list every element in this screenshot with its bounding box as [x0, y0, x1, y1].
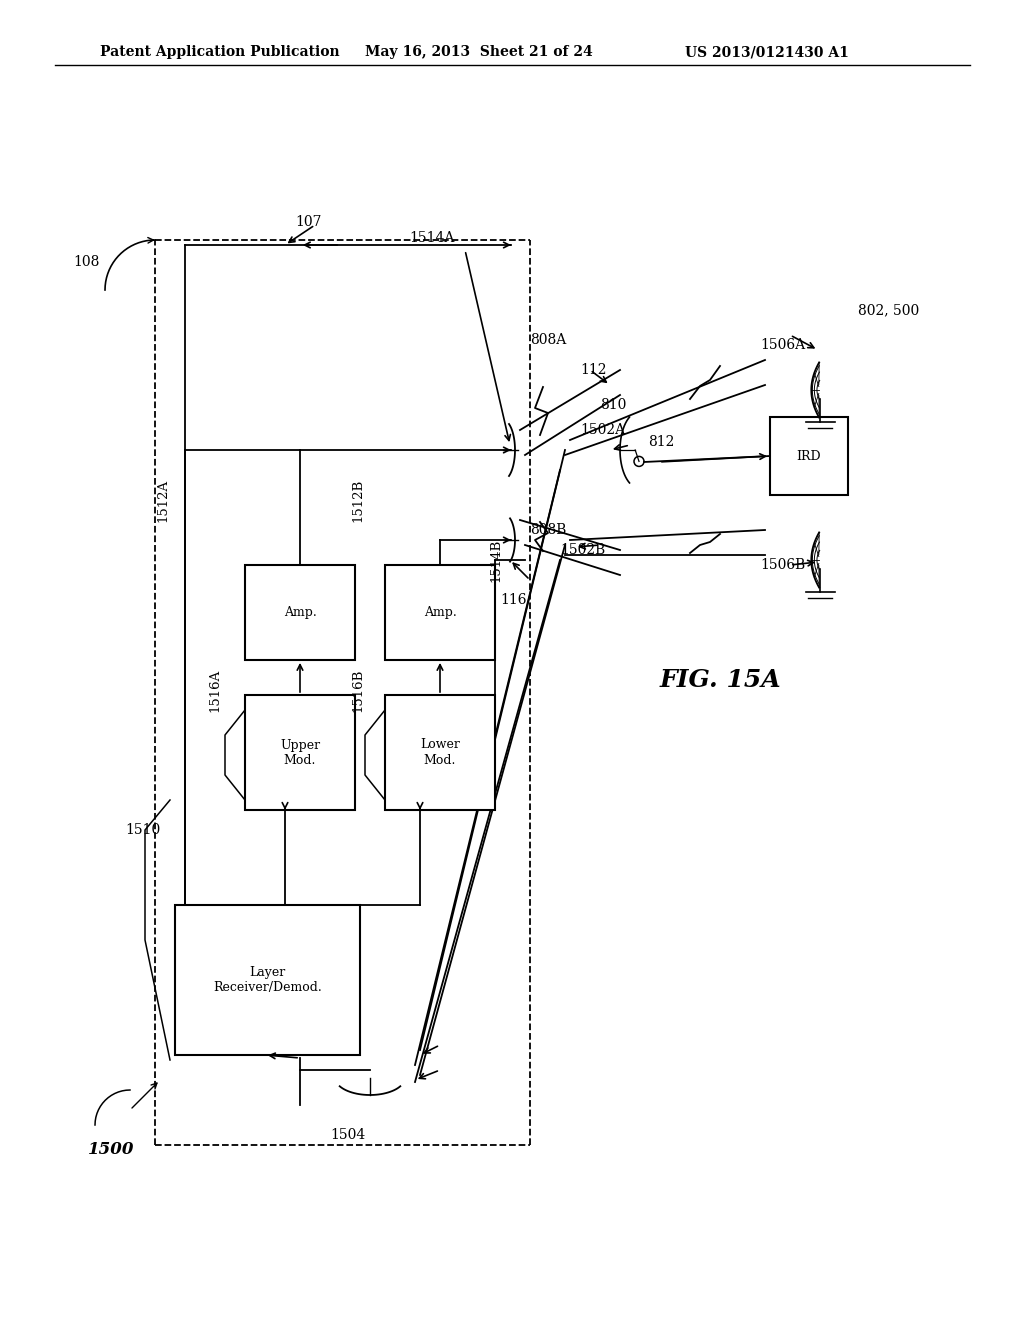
- Bar: [175, 906, 360, 1055]
- Text: US 2013/0121430 A1: US 2013/0121430 A1: [685, 45, 849, 59]
- Text: 112: 112: [580, 363, 606, 378]
- Text: Patent Application Publication: Patent Application Publication: [100, 45, 340, 59]
- Text: Upper
Mod.: Upper Mod.: [280, 738, 321, 767]
- Text: FIG. 15A: FIG. 15A: [659, 668, 781, 692]
- Text: 1500: 1500: [88, 1142, 134, 1159]
- Text: 1506B: 1506B: [760, 558, 805, 572]
- Text: 808A: 808A: [530, 333, 566, 347]
- Text: 116: 116: [500, 593, 526, 607]
- Text: 1516B: 1516B: [351, 668, 365, 711]
- Bar: [245, 565, 355, 660]
- Text: May 16, 2013  Sheet 21 of 24: May 16, 2013 Sheet 21 of 24: [365, 45, 593, 59]
- Text: 1510: 1510: [125, 822, 160, 837]
- Text: 1512B: 1512B: [351, 478, 365, 521]
- Bar: [770, 417, 848, 495]
- Text: 1514A: 1514A: [410, 231, 455, 246]
- Text: 1514B: 1514B: [489, 539, 503, 582]
- Text: 810: 810: [600, 399, 627, 412]
- Text: 1504: 1504: [330, 1129, 366, 1142]
- Text: 1502B: 1502B: [560, 543, 605, 557]
- Text: 1512A: 1512A: [157, 478, 170, 521]
- Bar: [385, 696, 495, 810]
- Text: 812: 812: [648, 436, 675, 449]
- Text: IRD: IRD: [797, 450, 821, 462]
- Text: Layer
Receiver/Demod.: Layer Receiver/Demod.: [213, 966, 322, 994]
- Bar: [245, 696, 355, 810]
- Text: 808B: 808B: [530, 523, 566, 537]
- Text: Lower
Mod.: Lower Mod.: [420, 738, 460, 767]
- Text: 1506A: 1506A: [760, 338, 805, 352]
- Text: Amp.: Amp.: [284, 606, 316, 619]
- Text: 1516A: 1516A: [209, 668, 221, 711]
- Bar: [385, 565, 495, 660]
- Text: Amp.: Amp.: [424, 606, 457, 619]
- Text: 1502A: 1502A: [580, 422, 625, 437]
- Text: 802, 500: 802, 500: [858, 304, 920, 317]
- Text: 108: 108: [74, 255, 100, 269]
- Text: 107: 107: [295, 215, 322, 228]
